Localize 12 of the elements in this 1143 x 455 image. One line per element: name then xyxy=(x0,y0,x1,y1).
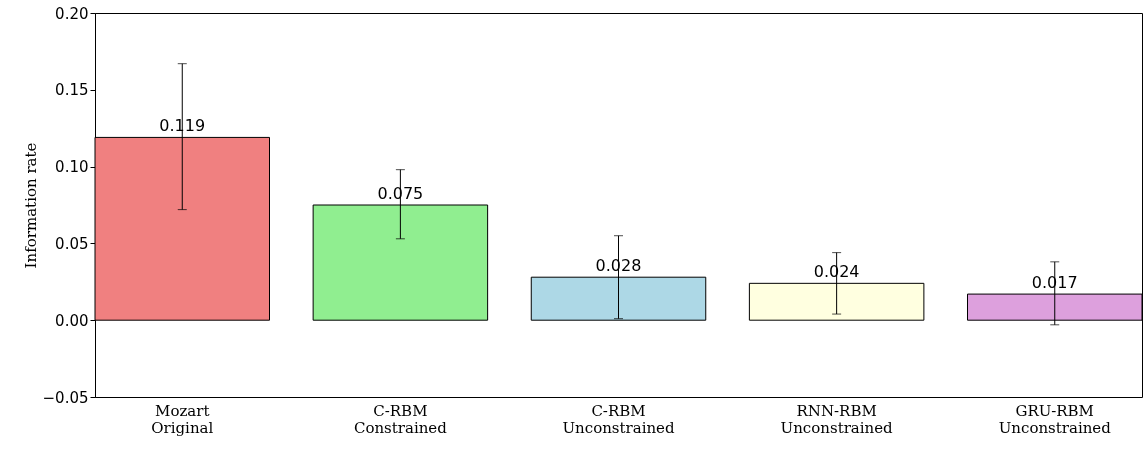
y-tick-label: −0.05 xyxy=(42,388,89,407)
y-tick-label: 0.05 xyxy=(55,234,89,253)
x-tick-label: RNN-RBM Unconstrained xyxy=(780,401,894,437)
x-tick-label: C-RBM Constrained xyxy=(353,401,448,437)
x-tick-label: C-RBM Unconstrained xyxy=(562,401,675,437)
x-tick-label: Mozart Original xyxy=(151,401,214,437)
y-axis-title: Information rate xyxy=(21,142,40,269)
y-tick-label: 0.10 xyxy=(55,158,89,177)
y-tick-label: 0.15 xyxy=(55,81,89,100)
y-tick-label: 0.00 xyxy=(55,311,89,330)
x-tick-label: GRU-RBM Unconstrained xyxy=(998,401,1112,437)
y-tick-label: 0.20 xyxy=(55,4,89,23)
